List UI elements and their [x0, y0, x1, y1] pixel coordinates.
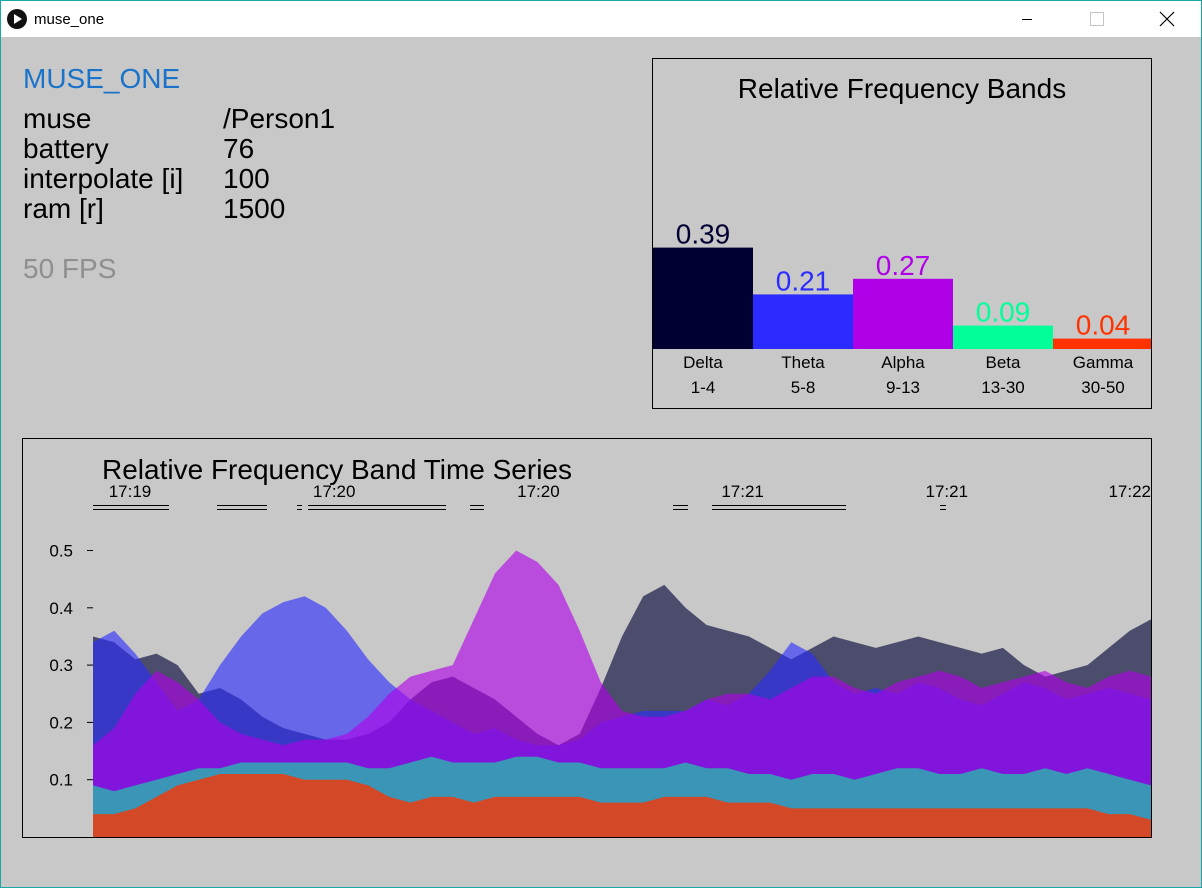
fps-counter: 50 FPS	[23, 253, 117, 284]
bar-chart: 0.39 Delta 1-4 0.21 Theta 5-8 0.27 Alpha 9-13 0.0…	[653, 219, 1151, 397]
frequency-bands-panel: Relative Frequency Bands 0.39 Delta 1-4 0.2…	[652, 58, 1152, 409]
band-range-label: 30-50	[1081, 378, 1124, 397]
band-label: Gamma	[1073, 353, 1134, 372]
time-label: 17:21	[721, 482, 764, 501]
app-name: MUSE_ONE	[23, 63, 181, 94]
close-icon	[1159, 11, 1175, 27]
info-value: 100	[223, 163, 270, 194]
minimize-button[interactable]	[1004, 1, 1050, 37]
info-label: battery	[23, 133, 109, 164]
minimize-icon	[1022, 19, 1032, 20]
bar	[653, 247, 753, 349]
bar-chart-title: Relative Frequency Bands	[737, 73, 1067, 104]
time-label: 17:19	[109, 482, 152, 501]
time-label: 17:21	[926, 482, 969, 501]
info-row: ram [r] 1500	[23, 193, 285, 224]
time-series-title: Relative Frequency Band Time Series	[102, 454, 572, 485]
info-label: muse	[23, 103, 92, 134]
band-range-label: 1-4	[691, 378, 716, 397]
info-label: interpolate [i]	[23, 163, 184, 194]
close-button[interactable]	[1144, 1, 1190, 37]
y-tick-label: 0.3	[49, 656, 73, 675]
time-series-panel: 0.1 0.2 0.3 0.4 0.5 17:19 17:20 17:20 17:21 17:21…	[22, 438, 1152, 838]
maximize-button[interactable]	[1073, 1, 1119, 37]
band-label: Beta	[986, 353, 1022, 372]
time-label: 17:20	[313, 482, 356, 501]
info-value: /Person1	[223, 103, 336, 134]
time-label: 17:22	[1108, 482, 1151, 501]
band-range-label: 13-30	[981, 378, 1024, 397]
info-value: 1500	[223, 193, 286, 224]
bar	[853, 278, 953, 349]
band-range-label: 9-13	[886, 378, 920, 397]
y-tick-label: 0.4	[49, 599, 73, 618]
bar	[1053, 338, 1151, 349]
time-series-chart: 0.1 0.2 0.3 0.4 0.5 17:19 17:20 17:20 17:21 17:21…	[49, 482, 1151, 837]
maximize-icon	[1090, 12, 1104, 26]
window-title: muse_one	[34, 11, 105, 28]
series-area-gamma	[93, 774, 1151, 837]
bar-value-label: 0.21	[776, 265, 831, 296]
y-tick-label: 0.2	[49, 713, 73, 732]
band-label: Theta	[781, 353, 825, 372]
bar-value-label: 0.39	[676, 219, 731, 250]
bar-value-label: 0.27	[876, 250, 931, 281]
bar	[953, 325, 1053, 349]
y-tick-label: 0.5	[49, 542, 73, 561]
title-bar: muse_one	[1, 1, 1201, 37]
info-value: 76	[223, 133, 255, 164]
info-row: battery 76	[23, 133, 254, 164]
band-label: Delta	[683, 353, 723, 372]
info-row: muse /Person1	[23, 103, 335, 134]
info-label: ram [r]	[23, 193, 104, 224]
info-row: interpolate [i] 100	[23, 163, 270, 194]
band-range-label: 5-8	[791, 378, 816, 397]
band-label: Alpha	[881, 353, 925, 372]
bar	[753, 294, 853, 349]
y-tick-label: 0.1	[49, 771, 73, 790]
bar-value-label: 0.04	[1076, 310, 1131, 341]
time-label: 17:20	[517, 482, 560, 501]
bar-value-label: 0.09	[976, 297, 1031, 328]
play-icon	[7, 9, 27, 29]
